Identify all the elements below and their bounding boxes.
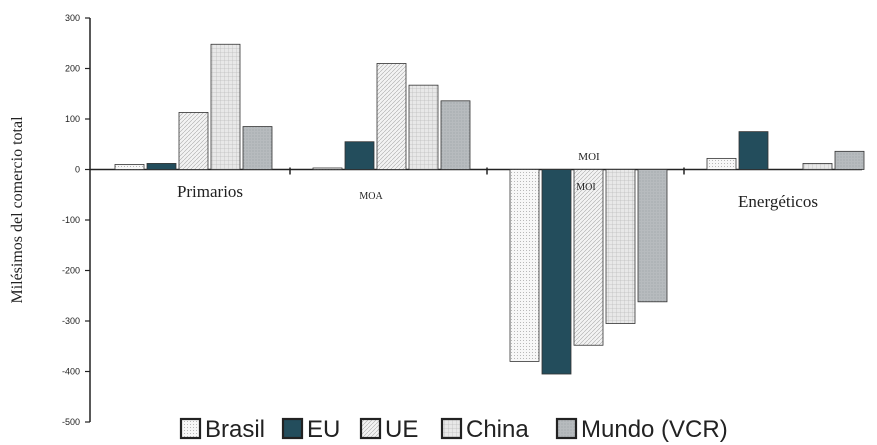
legend-label-ue: UE — [385, 416, 418, 443]
axes: 300 200 100 0 -100 -200 -300 -400 -500 — [62, 13, 862, 427]
category-label-energ-ticos: Energéticos — [738, 192, 818, 211]
category-label-moa: MOA — [359, 191, 383, 202]
legend-label-brasil: Brasil — [205, 416, 265, 443]
legend-swatch-ue — [359, 417, 382, 440]
bar-brasil-primarios — [114, 164, 145, 170]
category-label-moi: MOI — [576, 182, 595, 193]
bar-eu-primarios — [146, 163, 177, 170]
y-ticks: 300 200 100 0 -100 -200 -300 -400 -500 — [62, 13, 685, 427]
legend: Brasil EU UE China Mundo (VCR) — [179, 416, 728, 443]
bar-mundo-vcr-primarios — [242, 126, 273, 170]
y-tick-label: 200 — [65, 64, 80, 74]
category-label-primarios: Primarios — [177, 182, 243, 201]
bar-china-energ-ticos — [802, 163, 833, 170]
bar-ue-primarios — [178, 112, 209, 170]
y-axis-label: Milésimos del comercio total — [9, 116, 26, 304]
legend-swatch-brasil — [179, 417, 202, 440]
bar-brasil-energ-ticos — [706, 157, 737, 170]
bars — [114, 43, 865, 375]
bar-eu-energ-ticos — [738, 131, 769, 170]
bar-china-moa — [408, 84, 439, 170]
y-tick-label: 0 — [75, 165, 80, 175]
y-tick-label: 100 — [65, 114, 80, 124]
y-tick-label: -100 — [62, 215, 80, 225]
y-tick-label: -300 — [62, 316, 80, 326]
legend-swatch-china — [440, 417, 463, 440]
y-tick-label: -500 — [62, 417, 80, 427]
y-tick-label: 300 — [65, 13, 80, 23]
bar-brasil-moi — [509, 169, 540, 362]
bar-mundo-vcr-moa — [440, 100, 471, 170]
bar-eu-moi — [541, 169, 572, 375]
legend-swatch-mundo-vcr — [555, 417, 578, 440]
bar-china-primarios — [210, 43, 241, 170]
legend-label-eu: EU — [307, 416, 340, 443]
legend-swatch-eu — [281, 417, 304, 440]
y-tick-label: -200 — [62, 266, 80, 276]
bar-mundo-vcr-energ-ticos — [834, 150, 865, 170]
bar-brasil-moa — [312, 167, 343, 170]
legend-label-china: China — [466, 416, 529, 443]
category-labels: Primarios MOA MOI Energéticos — [177, 182, 818, 211]
category-label-moi-top: MOI — [578, 151, 600, 163]
bar-china-moi — [605, 169, 636, 324]
legend-label-mundo-vcr: Mundo (VCR) — [581, 416, 728, 443]
bar-ue-moi — [573, 169, 604, 346]
bar-mundo-vcr-moi — [637, 169, 668, 303]
bar-eu-moa — [344, 141, 375, 170]
bar-ue-moa — [376, 63, 407, 170]
y-tick-label: -400 — [62, 367, 80, 377]
